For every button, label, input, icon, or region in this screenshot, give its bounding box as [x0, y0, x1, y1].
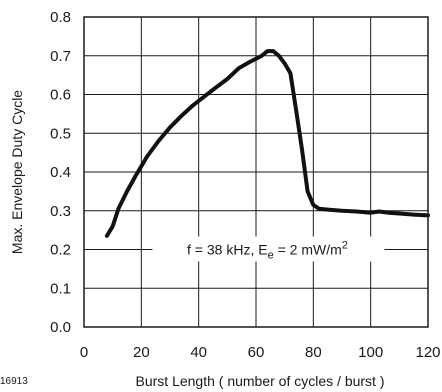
tick-labels: 0.0 0.1 0.2 0.3 0.4 0.5 0.6 0.7 0.8 0 20 40 60 80 100 1… — [50, 9, 440, 361]
annotation-subscript: e — [268, 250, 274, 262]
y-tick-label: 0.2 — [50, 242, 71, 259]
x-tick-label: 20 — [133, 344, 150, 361]
y-tick-label: 0.6 — [50, 87, 71, 104]
annotation-middle: = 2 mW/m — [274, 242, 342, 258]
y-tick-label: 0.3 — [50, 203, 71, 220]
grid — [84, 17, 428, 327]
annotation-background — [152, 236, 385, 262]
annotation-layer: f = 38 kHz, Ee = 2 mW/m2 — [152, 236, 385, 262]
y-tick-label: 0.4 — [50, 164, 71, 181]
y-tick-label: 0.7 — [50, 48, 71, 65]
x-tick-label: 60 — [248, 344, 265, 361]
annotation-prefix: f = 38 kHz, E — [187, 242, 268, 258]
plot-frame — [83, 16, 429, 328]
figure-code: 16913 — [0, 376, 28, 387]
x-tick-label: 120 — [415, 344, 440, 361]
plot-border — [83, 16, 429, 328]
x-tick-label: 100 — [358, 344, 383, 361]
series-line — [104, 49, 430, 238]
x-axis-label: Burst Length ( number of cycles / burst … — [136, 373, 385, 389]
annotation-superscript: 2 — [342, 240, 348, 252]
annotation-text: f = 38 kHz, Ee = 2 mW/m2 — [187, 240, 348, 262]
series-layer — [104, 49, 430, 238]
y-tick-label: 0.0 — [50, 319, 71, 336]
x-tick-label: 0 — [80, 344, 88, 361]
y-axis-label: Max. Envelope Duty Cycle — [9, 90, 25, 254]
y-tick-label: 0.8 — [50, 9, 71, 26]
x-tick-label: 40 — [190, 344, 207, 361]
y-tick-label: 0.1 — [50, 280, 71, 297]
y-tick-label: 0.5 — [50, 125, 71, 142]
x-tick-label: 80 — [305, 344, 322, 361]
